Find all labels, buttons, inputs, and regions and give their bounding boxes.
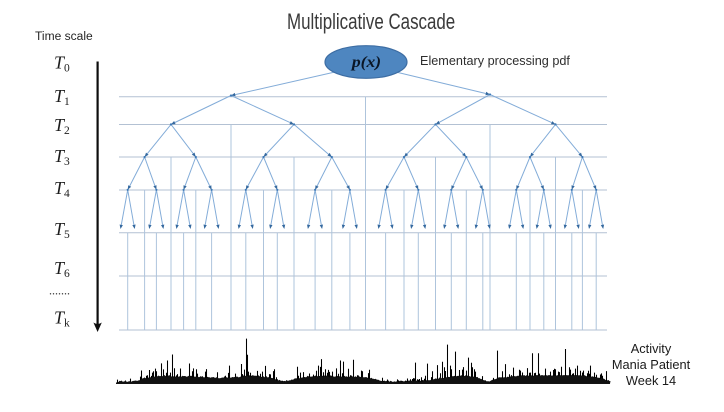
svg-text:Activity: Activity [631,341,672,356]
svg-text:Mania Patient: Mania Patient [612,357,691,372]
svg-text:p(x): p(x) [350,53,381,71]
svg-text:Week 14: Week 14 [626,373,676,388]
svg-text:Elementary processing pdf: Elementary processing pdf [420,53,570,68]
svg-text:Time scale: Time scale [35,29,93,43]
svg-text:.......: ....... [49,284,70,298]
svg-text:Multiplicative Cascade: Multiplicative Cascade [287,10,455,35]
